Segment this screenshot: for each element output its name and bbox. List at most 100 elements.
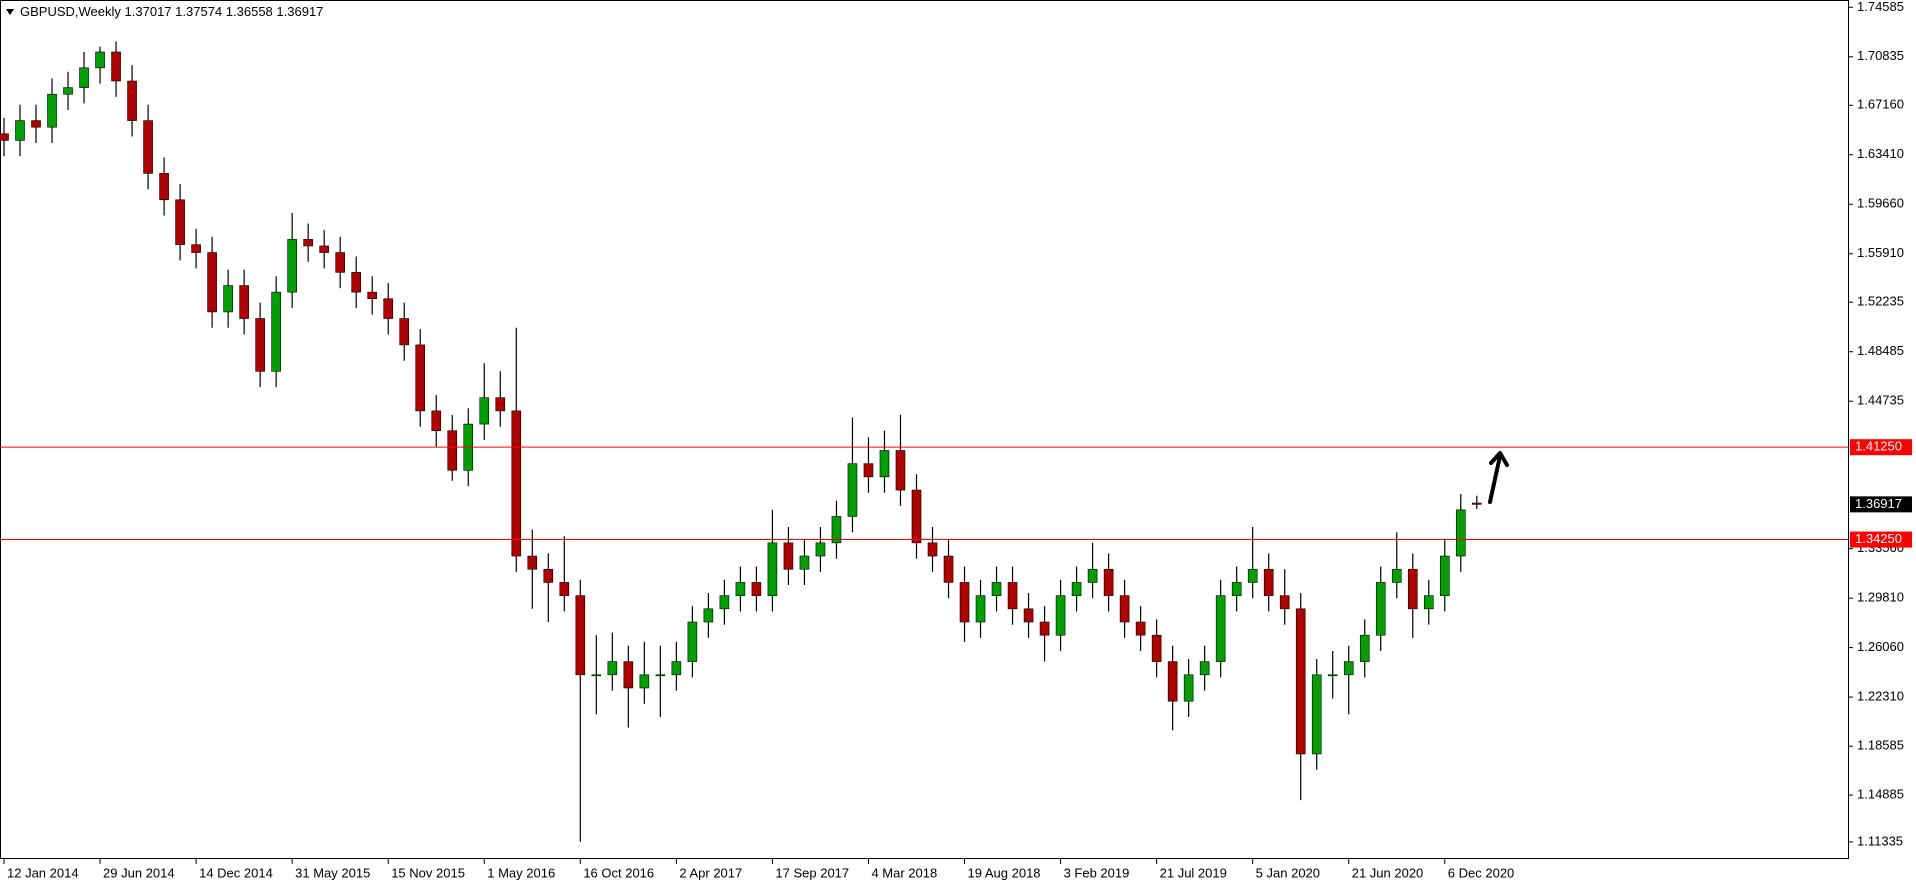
y-tick-label: 1.14885 xyxy=(1857,787,1904,802)
candle-body xyxy=(1391,568,1402,583)
candle-body xyxy=(1135,621,1146,636)
high-value: 1.37574 xyxy=(175,4,222,19)
candle-body xyxy=(1087,568,1098,583)
y-tick-label: 1.18585 xyxy=(1857,738,1904,753)
candle-body xyxy=(175,199,185,245)
candle-body xyxy=(271,291,281,372)
candle-body xyxy=(1295,608,1306,755)
x-tick-label: 21 Jul 2019 xyxy=(1160,865,1227,880)
x-tick-label: 3 Feb 2019 xyxy=(1064,865,1130,880)
x-tick-label: 6 Dec 2020 xyxy=(1448,865,1515,880)
y-tick-label: 1.22310 xyxy=(1857,689,1904,704)
candle-body xyxy=(223,285,233,313)
close-value: 1.36917 xyxy=(276,4,323,19)
candle-body xyxy=(191,244,201,253)
candle-body xyxy=(1023,608,1034,623)
candle-body xyxy=(15,120,25,141)
low-value: 1.36558 xyxy=(226,4,273,19)
candle-body xyxy=(1119,595,1130,623)
y-tick-label: 1.29810 xyxy=(1857,590,1904,605)
candle-body xyxy=(527,555,538,570)
x-tick-label: 21 Jun 2020 xyxy=(1352,865,1424,880)
candles xyxy=(0,41,1482,842)
candle-body xyxy=(1407,568,1418,610)
candle-body xyxy=(591,674,602,677)
candle-body xyxy=(1215,595,1226,662)
symbol: GBPUSD,Weekly xyxy=(20,4,121,19)
candle-body xyxy=(255,318,265,372)
y-tick-label: 1.26060 xyxy=(1857,639,1904,654)
x-tick-label: 1 May 2016 xyxy=(487,865,555,880)
candle-body xyxy=(815,542,826,557)
candle-body xyxy=(783,542,794,570)
x-tick-label: 17 Sep 2017 xyxy=(775,865,849,880)
x-tick-label: 19 Aug 2018 xyxy=(968,865,1041,880)
candle-body xyxy=(1263,568,1274,596)
plot-frame xyxy=(0,0,1849,859)
candle-body xyxy=(79,67,89,88)
candle-body xyxy=(1055,595,1066,636)
candle-body xyxy=(575,595,586,676)
candle-body xyxy=(1439,555,1450,596)
arrow-annotation xyxy=(1488,451,1509,504)
candle-body xyxy=(383,298,394,319)
candle-body xyxy=(31,120,41,128)
candle-body xyxy=(1375,582,1386,636)
y-tick-label: 1.55910 xyxy=(1857,245,1904,260)
candle-body xyxy=(1231,582,1242,596)
chart-title: GBPUSD,Weekly 1.37017 1.37574 1.36558 1.… xyxy=(20,4,323,19)
candle-body xyxy=(1471,502,1482,505)
candle-body xyxy=(495,397,506,412)
x-tick-label: 16 Oct 2016 xyxy=(583,865,654,880)
y-tick-label: 1.70835 xyxy=(1857,48,1904,63)
x-tick-label: 5 Jan 2020 xyxy=(1256,865,1320,880)
open-value: 1.37017 xyxy=(125,4,172,19)
y-tick-label: 1.63410 xyxy=(1857,146,1904,161)
candle-body xyxy=(1183,674,1194,702)
candle-body xyxy=(399,318,410,346)
candle-body xyxy=(879,450,890,478)
candle-body xyxy=(351,272,361,293)
candle-body xyxy=(943,555,954,583)
candle-body xyxy=(1359,634,1370,662)
candle-body xyxy=(239,285,249,319)
candle-body xyxy=(207,252,217,313)
candle-body xyxy=(1071,582,1082,596)
candle-body xyxy=(559,582,570,596)
candle-body xyxy=(47,93,57,128)
candle-body xyxy=(543,568,554,583)
y-tick-label: 1.59660 xyxy=(1857,196,1904,211)
x-tick-label: 4 Mar 2018 xyxy=(871,865,937,880)
candle-body xyxy=(479,397,490,425)
level-tag-label: 1.34250 xyxy=(1855,531,1902,546)
candle-body xyxy=(111,51,121,82)
x-tick-label: 31 May 2015 xyxy=(295,865,370,880)
x-tick-label: 2 Apr 2017 xyxy=(679,865,742,880)
y-tick-label: 1.74585 xyxy=(1857,0,1904,14)
y-tick-label: 1.52235 xyxy=(1857,294,1904,309)
candle-body xyxy=(1151,634,1162,662)
level-tag xyxy=(1850,439,1912,456)
price-tag xyxy=(1850,496,1912,513)
candle-body xyxy=(1423,595,1434,610)
menu-triangle xyxy=(6,9,14,15)
candle-body xyxy=(863,463,874,478)
candle-body xyxy=(911,489,922,544)
y-tick-label: 1.44735 xyxy=(1857,393,1904,408)
level-tag xyxy=(1850,531,1912,548)
candle-body xyxy=(975,595,986,623)
x-tick-label: 14 Dec 2014 xyxy=(199,865,273,880)
candle-body xyxy=(831,516,842,544)
candle-body xyxy=(1247,568,1258,583)
candle-body xyxy=(607,661,618,676)
candle-body xyxy=(623,661,634,689)
x-tick-label: 12 Jan 2014 xyxy=(7,865,79,880)
candle-body xyxy=(1311,674,1322,755)
candle-body xyxy=(143,120,153,174)
level-tag-label: 1.41250 xyxy=(1855,439,1902,454)
y-tick-label: 1.11335 xyxy=(1857,833,1903,848)
y-tick-label: 1.48485 xyxy=(1857,343,1904,358)
candle-body xyxy=(0,133,9,141)
